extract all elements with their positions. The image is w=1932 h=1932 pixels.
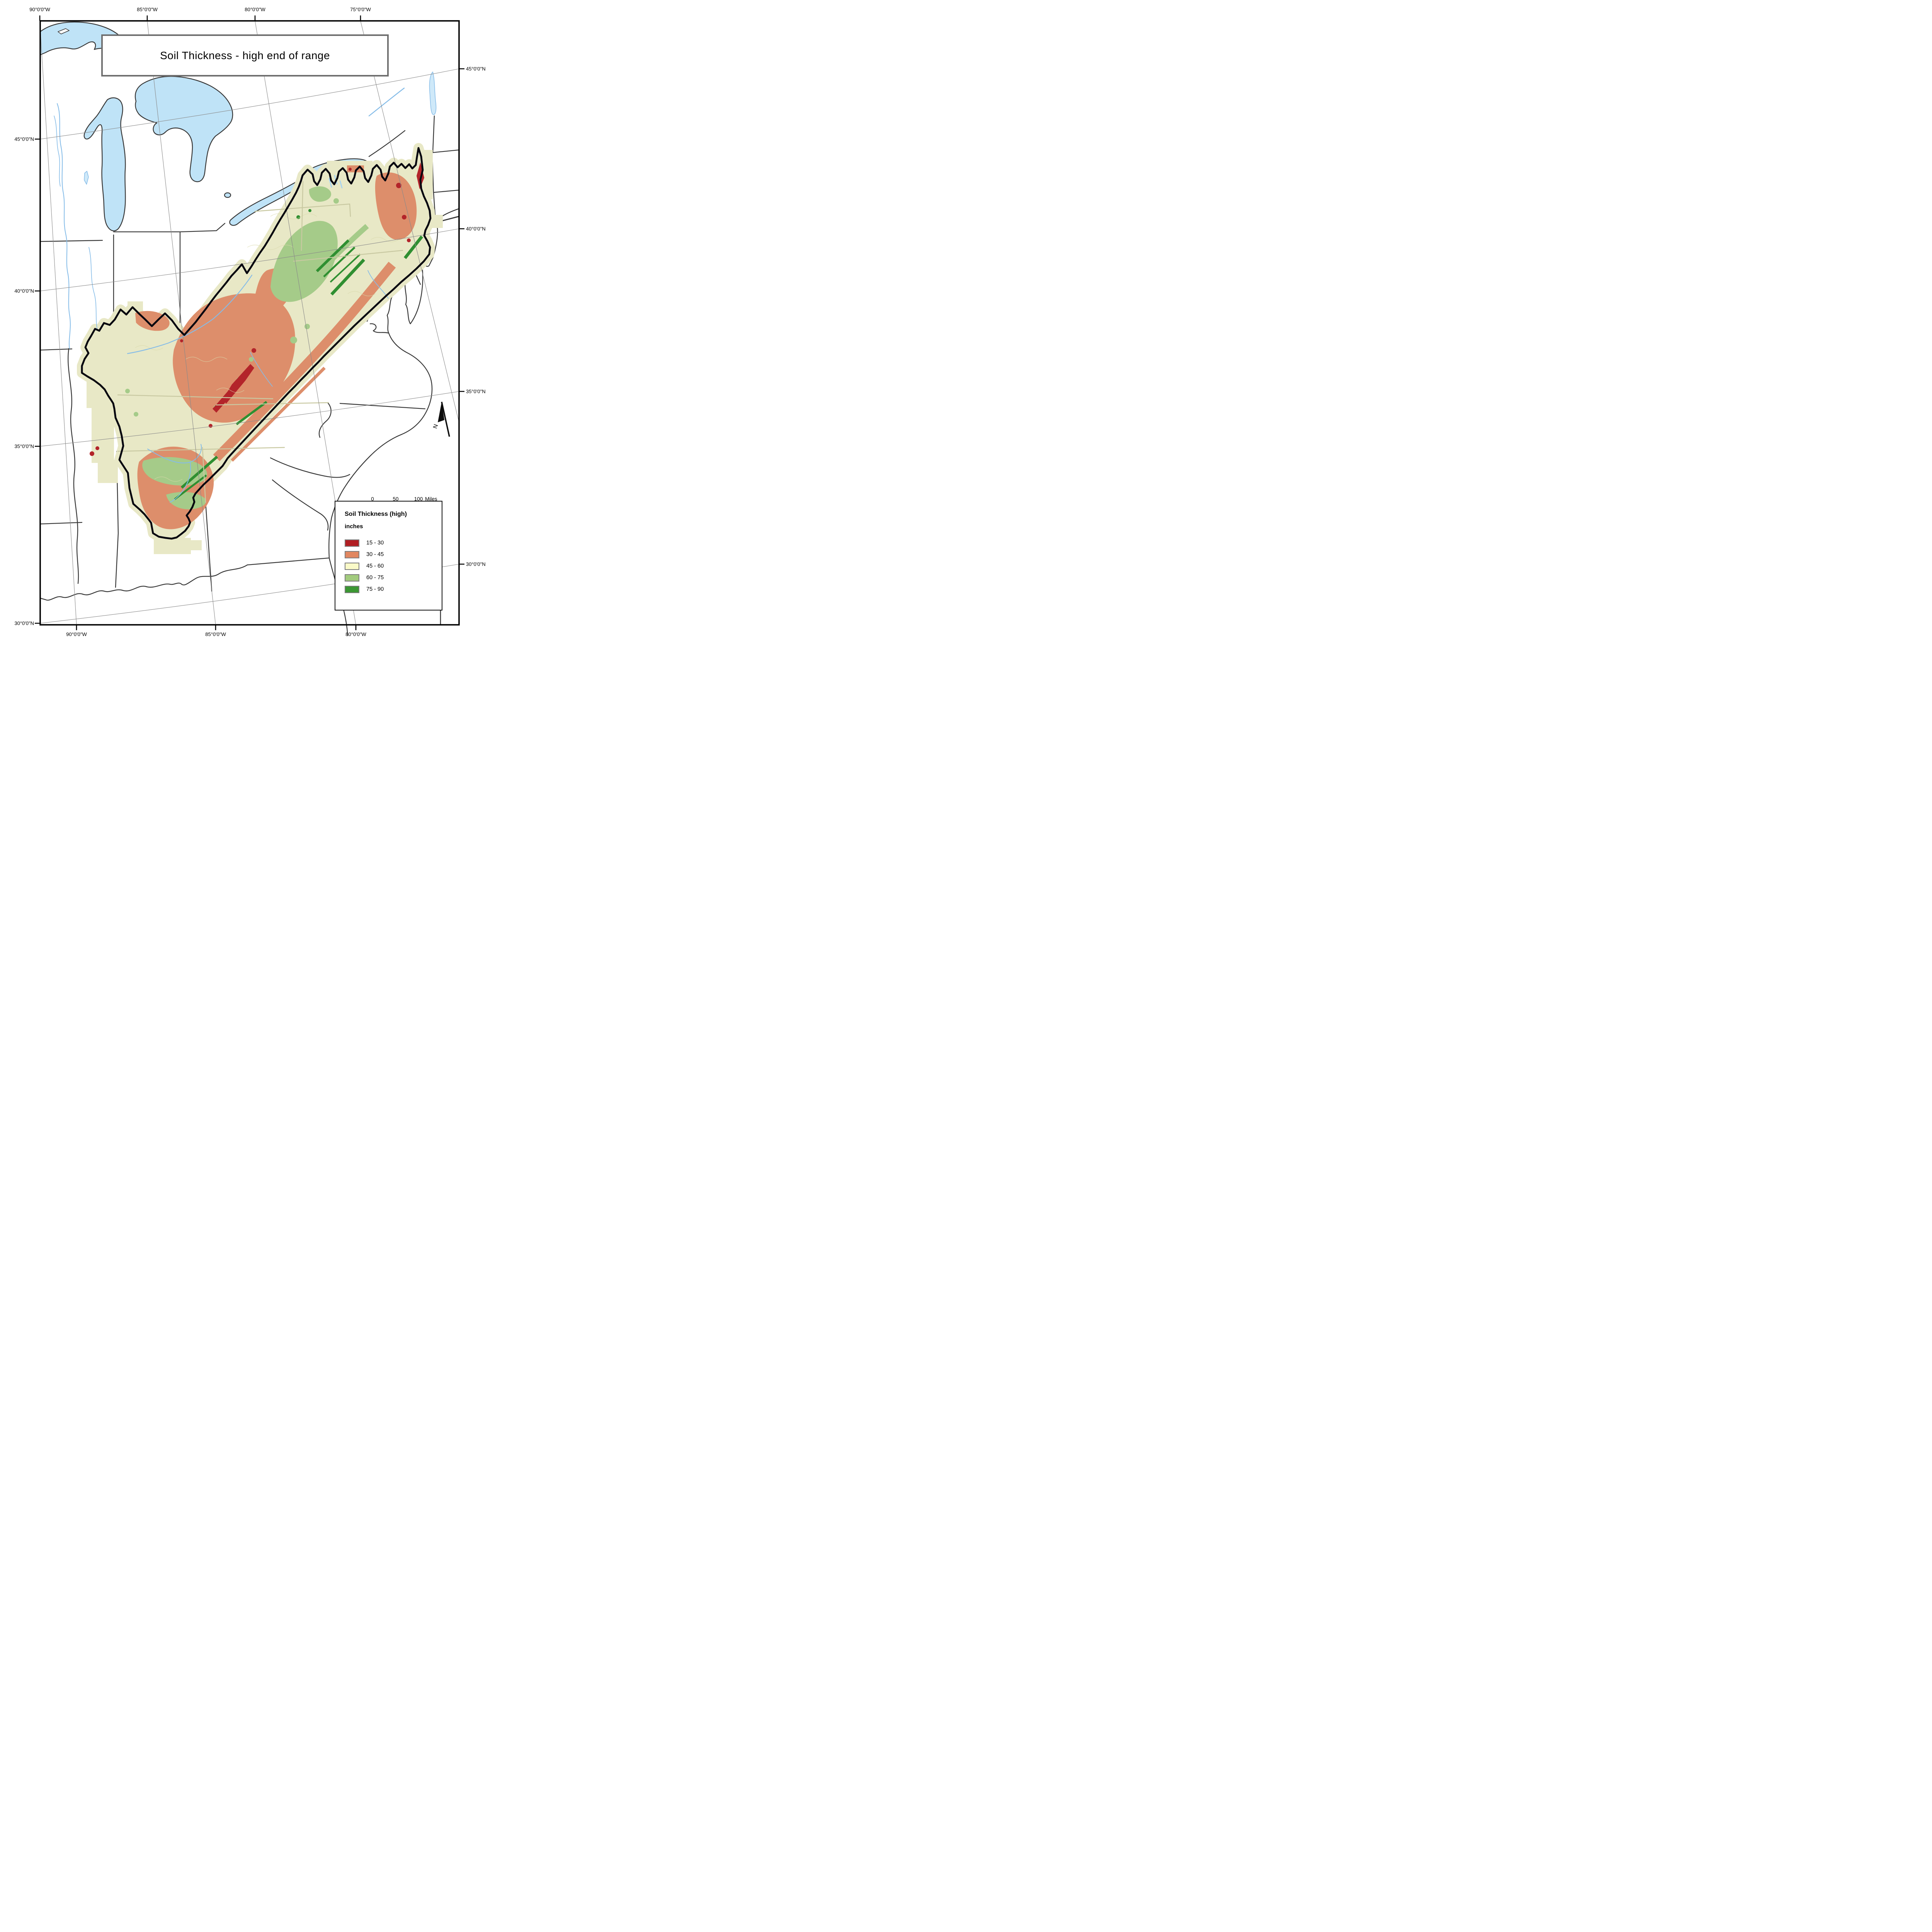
- state-line-pa-md: [293, 250, 403, 262]
- lake-st-clair: [224, 192, 231, 198]
- legend-row-30-45: 30 - 45: [345, 551, 442, 558]
- north-arrow: [438, 401, 450, 437]
- legend-units: inches: [345, 523, 363, 530]
- state-line-ma-vt-nh: [431, 149, 460, 153]
- meridian-90w: [39, 20, 77, 625]
- legend-row-60-75: 60 - 75: [345, 574, 442, 582]
- legend-title: Soil Thickness (high): [345, 511, 407, 517]
- meridian-75w: [360, 20, 459, 423]
- legend-class-label-60-75: 60 - 75: [366, 575, 384, 581]
- graticule-label-top-85w: 85°0'0"W: [137, 7, 158, 12]
- state-line-st-lawrence: [368, 130, 406, 157]
- coastline-southeast: [328, 332, 433, 559]
- state-boundaries: [39, 115, 460, 636]
- lake-michigan: [83, 97, 126, 231]
- state-line-tn-nc: [318, 402, 332, 438]
- river-tennessee: [147, 444, 202, 503]
- graticule-label-top-80w: 80°0'0"W: [245, 7, 265, 12]
- graticule-label-right-45n: 45°0'0"N: [466, 66, 486, 72]
- isle-royale-island: [58, 28, 70, 34]
- legend-row-75-90: 75 - 90: [345, 585, 442, 593]
- state-line-tn-va: [216, 402, 329, 406]
- state-line-ky-tn: [117, 394, 274, 400]
- graticule-ticks: [35, 15, 464, 630]
- north-arrow-needle: [441, 401, 450, 437]
- state-line-ar-la: [39, 522, 83, 525]
- graticule-label-left-40n: 40°0'0"N: [14, 288, 34, 294]
- river-ohio: [127, 274, 253, 354]
- river-illinois: [88, 247, 98, 331]
- state-line-ga-fl: [247, 557, 330, 566]
- basin-outline: [81, 147, 432, 540]
- parallel-40n: [40, 228, 459, 291]
- state-line-wi-il: [39, 240, 103, 242]
- river-mississippi: [57, 103, 71, 349]
- lake-winnebago: [84, 171, 89, 185]
- graticule-label-right-35n: 35°0'0"N: [466, 388, 486, 395]
- state-line-ny-ct: [433, 192, 436, 216]
- legend-class-label-30-45: 30 - 45: [366, 551, 384, 558]
- graticule-label-top-75w: 75°0'0"W: [350, 7, 371, 12]
- graticule-label-right-40n: 40°0'0"N: [466, 226, 486, 232]
- hillshade-texture: [135, 213, 399, 482]
- map-frame: [39, 20, 460, 626]
- state-line-mo-ar: [39, 348, 73, 351]
- parallel-35n: [40, 391, 459, 447]
- legend-swatch-30-45: [345, 551, 359, 558]
- state-line-mi-south: [113, 223, 226, 233]
- scale-tick-label-100: 100: [414, 496, 423, 502]
- state-line-ny-vt: [432, 115, 435, 153]
- lake-champlain: [429, 71, 437, 115]
- state-line-oh-pa: [301, 181, 304, 251]
- north-arrow-head: [438, 402, 444, 422]
- map-title: Soil Thickness - high end of range: [160, 49, 330, 61]
- legend-class-label-75-90: 75 - 90: [366, 586, 384, 592]
- legend-class-label-45-60: 45 - 60: [366, 563, 384, 569]
- state-line-al-ga: [202, 447, 206, 503]
- legend: Soil Thickness (high) inches 15 - 30 30 …: [335, 501, 442, 611]
- state-line-va-nc: [339, 403, 426, 410]
- map-canvas: [35, 15, 464, 636]
- graticule-label-left-30n: 30°0'0"N: [14, 620, 34, 626]
- legend-swatch-60-75: [345, 574, 359, 582]
- graticule-label-bottom-80w: 80°0'0"W: [345, 631, 366, 637]
- legend-row-45-60: 45 - 60: [345, 562, 442, 570]
- map-page: Soil Thickness - high end of range 90°0'…: [0, 0, 493, 638]
- rivers: [54, 87, 405, 503]
- state-line-mississippi-river: [68, 348, 79, 584]
- coastline-gulf: [39, 564, 248, 601]
- state-line-nc-sc: [270, 457, 350, 478]
- legend-swatch-75-90: [345, 585, 359, 593]
- river-kanawha: [250, 352, 273, 387]
- state-line-ma-ct: [433, 189, 460, 193]
- parallel-45n: [40, 68, 459, 139]
- graticule-label-bottom-90w: 90°0'0"W: [66, 631, 87, 637]
- legend-row-15-30: 15 - 30: [345, 539, 442, 547]
- river-st-lawrence: [368, 87, 405, 117]
- graticule-label-top-90w: 90°0'0"W: [29, 7, 50, 12]
- coastline-long-island: [440, 216, 460, 222]
- scale-units-label: Miles: [425, 496, 437, 502]
- soil-class-75-90-patches: [174, 209, 423, 500]
- river-wisconsin: [54, 116, 61, 187]
- soil-raster: [77, 143, 443, 554]
- scale-tick-label-0: 0: [371, 496, 374, 502]
- graticule-label-bottom-85w: 85°0'0"W: [205, 631, 226, 637]
- graticule-label-left-45n: 45°0'0"N: [14, 136, 34, 142]
- graticule-label-left-35n: 35°0'0"N: [14, 443, 34, 449]
- scale-tick-label-50: 50: [393, 496, 399, 502]
- map-frame-layer: [35, 15, 464, 630]
- map-title-box: Soil Thickness - high end of range: [101, 34, 389, 77]
- lake-huron: [134, 76, 233, 182]
- legend-swatch-45-60: [345, 562, 359, 570]
- legend-class-label-15-30: 15 - 30: [366, 540, 384, 546]
- legend-swatch-15-30: [345, 539, 359, 547]
- state-line-ga-sc: [272, 479, 329, 531]
- graticule-label-right-30n: 30°0'0"N: [466, 561, 486, 567]
- state-line-al-ga-south: [205, 502, 213, 592]
